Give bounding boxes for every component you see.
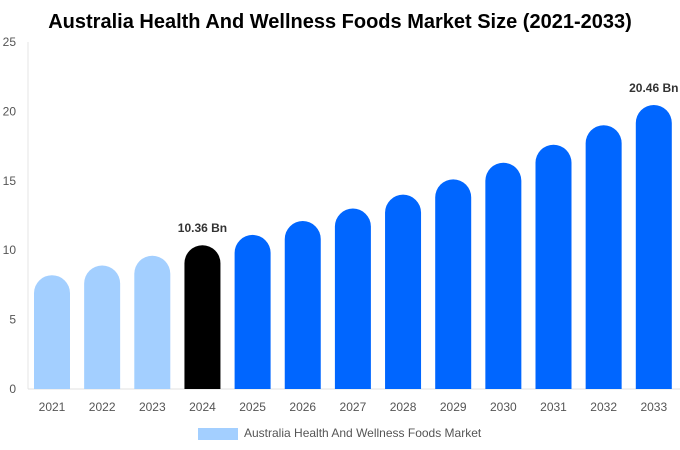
data-label: 20.46 Bn bbox=[629, 81, 678, 95]
bar-2021[interactable] bbox=[34, 275, 70, 389]
x-tick-label: 2022 bbox=[89, 400, 116, 414]
bar-2025[interactable] bbox=[234, 234, 271, 389]
bar-2033[interactable] bbox=[635, 105, 672, 389]
bar-2023[interactable] bbox=[134, 255, 171, 389]
legend-swatch[interactable] bbox=[198, 428, 238, 440]
bar-2028[interactable] bbox=[385, 194, 422, 389]
legend-label[interactable]: Australia Health And Wellness Foods Mark… bbox=[244, 426, 482, 440]
bar-2022[interactable] bbox=[84, 265, 121, 389]
x-tick-label: 2027 bbox=[340, 400, 367, 414]
x-tick-label: 2025 bbox=[239, 400, 266, 414]
bar-2032[interactable] bbox=[585, 125, 622, 389]
bar-2026[interactable] bbox=[284, 221, 321, 389]
y-tick-label: 0 bbox=[9, 382, 16, 396]
x-tick-label: 2030 bbox=[490, 400, 517, 414]
x-tick-label: 2023 bbox=[139, 400, 166, 414]
bar-2031[interactable] bbox=[535, 144, 572, 389]
x-tick-label: 2031 bbox=[540, 400, 567, 414]
y-tick-label: 15 bbox=[3, 174, 17, 188]
bar-2027[interactable] bbox=[334, 208, 371, 389]
y-tick-label: 10 bbox=[3, 243, 17, 257]
bar-2030[interactable] bbox=[485, 162, 522, 389]
bar-2029[interactable] bbox=[435, 179, 472, 389]
x-tick-label: 2028 bbox=[390, 400, 417, 414]
y-tick-label: 20 bbox=[3, 104, 17, 118]
x-tick-label: 2033 bbox=[640, 400, 667, 414]
x-tick-label: 2032 bbox=[590, 400, 617, 414]
chart-title: Australia Health And Wellness Foods Mark… bbox=[48, 11, 632, 33]
data-label: 10.36 Bn bbox=[178, 221, 227, 235]
x-tick-label: 2024 bbox=[189, 400, 216, 414]
x-tick-label: 2026 bbox=[289, 400, 316, 414]
y-tick-label: 5 bbox=[9, 313, 16, 327]
x-tick-label: 2029 bbox=[440, 400, 467, 414]
y-tick-label: 25 bbox=[3, 35, 17, 49]
bar-2024[interactable] bbox=[184, 245, 221, 389]
x-tick-label: 2021 bbox=[39, 400, 66, 414]
